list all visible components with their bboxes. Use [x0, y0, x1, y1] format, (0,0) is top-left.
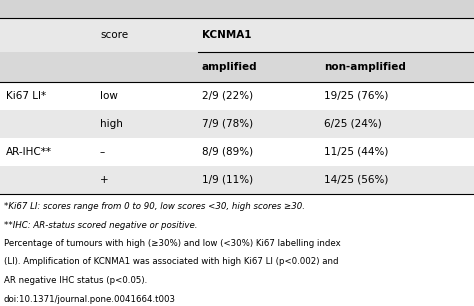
Bar	[0, 0, 474, 18]
Text: doi:10.1371/journal.pone.0041664.t003: doi:10.1371/journal.pone.0041664.t003	[4, 294, 176, 304]
Text: AR-IHC**: AR-IHC**	[6, 147, 52, 157]
Text: low: low	[100, 91, 118, 101]
Text: 6/25 (24%): 6/25 (24%)	[324, 119, 382, 129]
Text: score: score	[100, 30, 128, 40]
Text: 1/9 (11%): 1/9 (11%)	[202, 175, 253, 185]
Text: 8/9 (89%): 8/9 (89%)	[202, 147, 253, 157]
Text: non-amplified: non-amplified	[324, 62, 406, 72]
Text: 7/9 (78%): 7/9 (78%)	[202, 119, 253, 129]
Bar	[0, 166, 474, 194]
Bar	[0, 138, 474, 166]
Text: 11/25 (44%): 11/25 (44%)	[324, 147, 388, 157]
Text: **IHC: AR-status scored negative or positive.: **IHC: AR-status scored negative or posi…	[4, 221, 198, 230]
Text: AR negative IHC status (p<0.05).: AR negative IHC status (p<0.05).	[4, 276, 147, 285]
Text: (LI). Amplification of KCNMA1 was associated with high Ki67 LI (p<0.002) and: (LI). Amplification of KCNMA1 was associ…	[4, 258, 338, 267]
Bar	[0, 82, 474, 110]
Text: Ki67 LI*: Ki67 LI*	[6, 91, 46, 101]
Text: –: –	[100, 147, 105, 157]
Bar	[0, 18, 474, 52]
Text: 19/25 (76%): 19/25 (76%)	[324, 91, 388, 101]
Text: 2/9 (22%): 2/9 (22%)	[202, 91, 253, 101]
Bar	[0, 52, 474, 82]
Text: Percentage of tumours with high (≥30%) and low (<30%) Ki67 labelling index: Percentage of tumours with high (≥30%) a…	[4, 239, 341, 248]
Text: high: high	[100, 119, 123, 129]
Text: amplified: amplified	[202, 62, 258, 72]
Bar	[0, 110, 474, 138]
Text: *Ki67 LI: scores range from 0 to 90, low scores <30, high scores ≥30.: *Ki67 LI: scores range from 0 to 90, low…	[4, 202, 305, 211]
Bar	[0, 194, 474, 306]
Text: 14/25 (56%): 14/25 (56%)	[324, 175, 388, 185]
Text: KCNMA1: KCNMA1	[202, 30, 252, 40]
Text: +: +	[100, 175, 109, 185]
